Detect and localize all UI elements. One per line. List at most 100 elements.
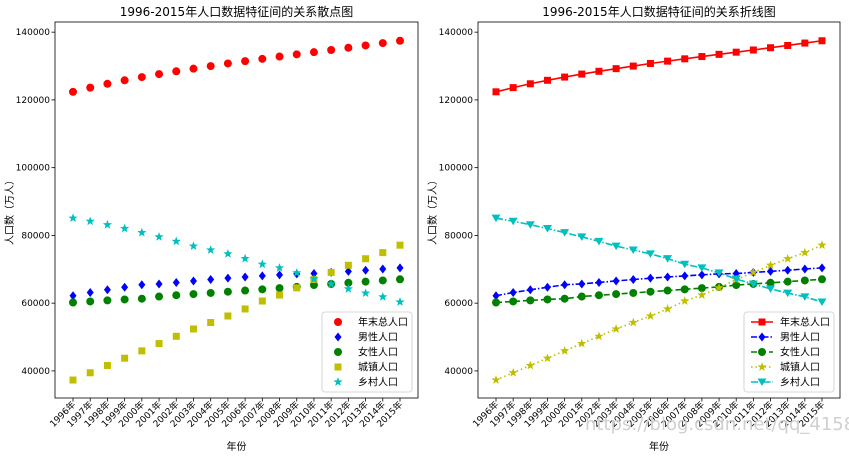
legend-label: 城镇人口: [780, 361, 820, 374]
data-point: [784, 265, 792, 275]
legend-entry: 女性人口: [751, 346, 820, 359]
data-point: [86, 83, 95, 92]
chart-title: 1996-2015年人口数据特征间的关系散点图: [120, 4, 353, 19]
y-tick-label: 140000: [439, 28, 474, 38]
data-point: [207, 275, 215, 285]
data-point: [491, 214, 501, 223]
data-point: [492, 291, 500, 301]
legend-label: 女性人口: [358, 346, 398, 359]
data-point: [577, 292, 586, 301]
data-point: [189, 64, 198, 73]
data-point: [258, 54, 267, 63]
data-point: [508, 217, 518, 226]
data-point: [362, 255, 370, 263]
data-point: [543, 295, 552, 304]
y-tick-label: 80000: [444, 231, 473, 241]
data-point: [206, 245, 216, 254]
data-point: [594, 237, 604, 246]
data-point: [526, 285, 534, 295]
data-point: [189, 325, 197, 333]
legend-marker: [334, 363, 342, 371]
data-point: [155, 279, 163, 289]
data-point: [396, 36, 404, 45]
data-point: [206, 288, 215, 297]
data-point: [223, 287, 232, 296]
legend-marker: [757, 378, 767, 386]
data-point: [103, 285, 111, 295]
data-point: [818, 37, 826, 45]
legend-label: 女性人口: [780, 346, 820, 359]
chart-title: 1996-2015年人口数据特征间的关系折线图: [542, 4, 775, 19]
data-point: [378, 39, 387, 48]
data-point: [645, 250, 655, 258]
legend-label: 男性人口: [358, 331, 398, 344]
data-point: [697, 264, 707, 272]
legend-entry: 男性人口: [751, 331, 820, 344]
data-point: [492, 298, 500, 307]
data-point: [326, 279, 336, 288]
data-point: [646, 273, 654, 283]
data-point: [292, 50, 301, 59]
data-point: [379, 249, 387, 257]
legend-entry: 女性人口: [334, 346, 398, 359]
data-point: [155, 340, 163, 348]
legend-entry: 年末总人口: [751, 316, 830, 329]
data-point: [103, 79, 112, 88]
data-point: [664, 57, 672, 65]
data-point: [327, 45, 336, 54]
data-point: [223, 249, 233, 258]
data-point: [69, 291, 77, 301]
data-point: [801, 39, 809, 47]
data-point: [395, 297, 405, 306]
legend-entry: 年末总人口: [334, 316, 408, 329]
legend-marker: [758, 332, 766, 342]
data-point: [663, 255, 673, 263]
legend-label: 男性人口: [780, 331, 820, 344]
data-point: [698, 270, 706, 280]
y-tick-label: 40000: [444, 367, 473, 377]
series-1: [69, 36, 404, 96]
legend-marker: [334, 348, 342, 356]
legend-label: 城镇人口: [358, 361, 398, 374]
data-point: [293, 284, 301, 292]
legend-label: 乡村人口: [780, 376, 820, 389]
y-tick-label: 120000: [439, 96, 474, 106]
data-point: [396, 241, 404, 249]
data-point: [509, 288, 517, 298]
data-point: [594, 331, 604, 341]
data-point: [275, 284, 284, 293]
data-point: [560, 294, 569, 303]
data-point: [525, 221, 535, 229]
data-point: [241, 57, 250, 66]
series-5: [491, 214, 827, 306]
data-point: [361, 288, 371, 298]
data-point: [103, 296, 112, 305]
series-5: [68, 213, 405, 306]
data-point: [543, 282, 551, 292]
data-point: [663, 286, 672, 295]
data-point: [681, 55, 689, 63]
data-point: [241, 286, 250, 295]
data-point: [594, 291, 603, 300]
legend-entry: 乡村人口: [751, 376, 820, 389]
data-point: [629, 288, 638, 297]
data-point: [154, 232, 164, 241]
data-point: [275, 52, 284, 61]
series-1: [492, 37, 826, 96]
data-point: [69, 376, 77, 384]
y-axis-label: 人口数（万人）: [3, 175, 16, 245]
data-point: [172, 277, 180, 287]
data-point: [223, 59, 232, 68]
data-point: [258, 297, 266, 305]
plot-area-frame: [477, 21, 841, 399]
data-point: [491, 375, 501, 384]
data-point: [69, 298, 77, 307]
data-point: [612, 290, 621, 299]
legend-box: [321, 311, 413, 393]
data-point: [138, 280, 146, 290]
data-point: [800, 293, 810, 301]
data-point: [765, 260, 776, 270]
data-point: [714, 269, 724, 277]
data-point: [612, 276, 620, 286]
